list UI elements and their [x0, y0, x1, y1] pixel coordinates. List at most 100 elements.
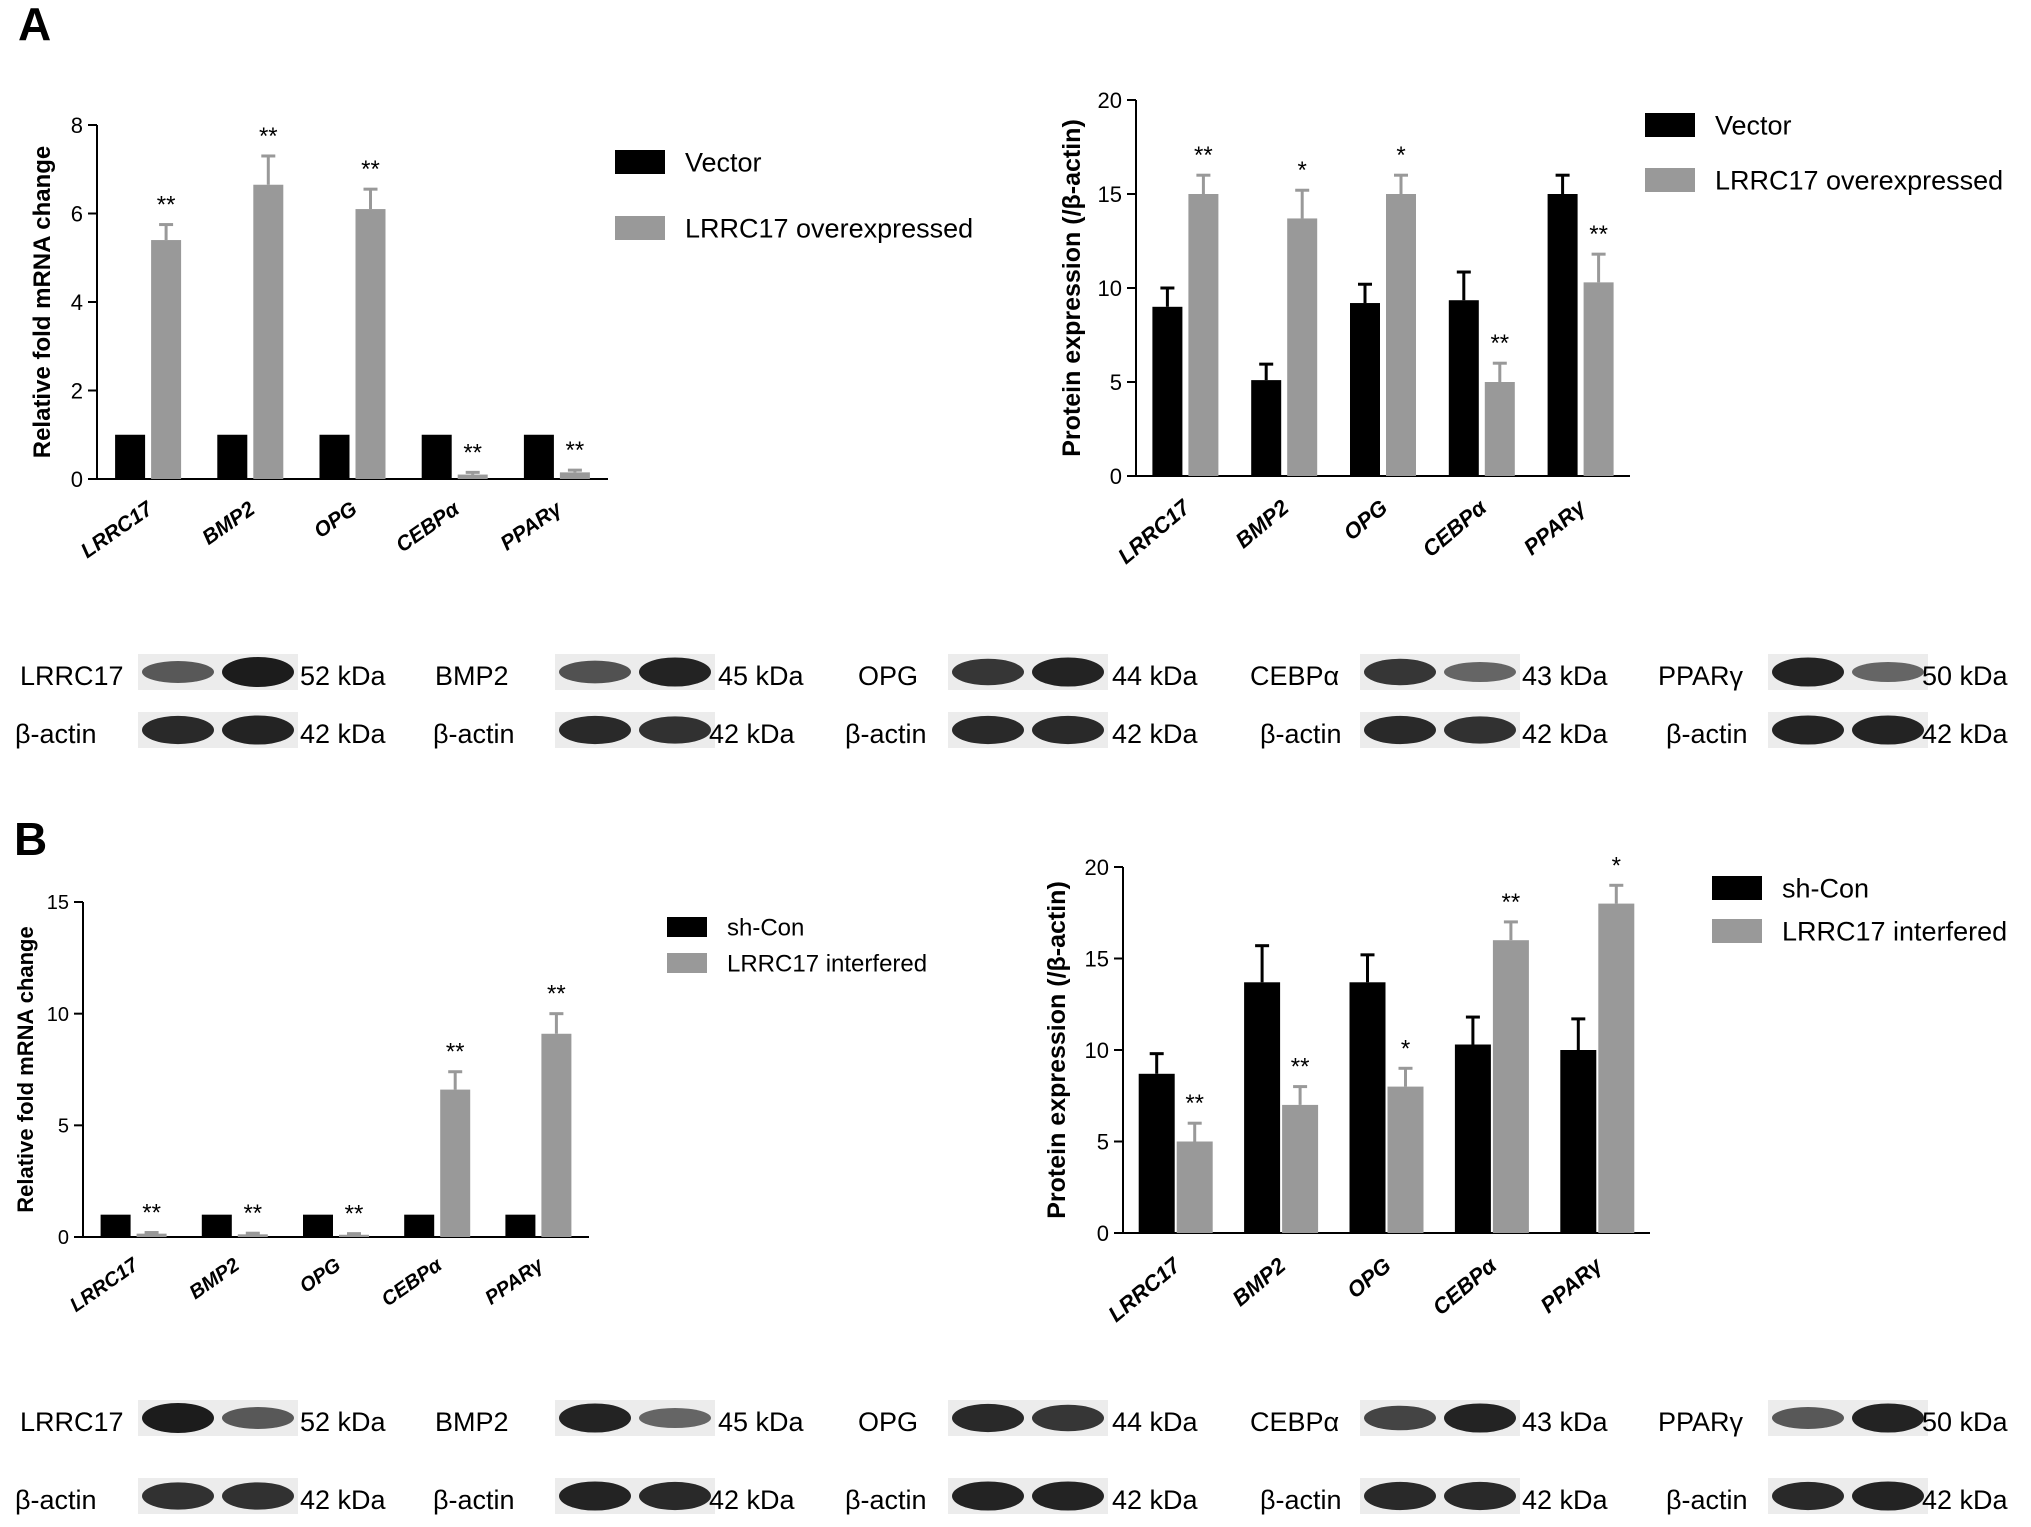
blot-band: [559, 715, 631, 745]
blot-kda-label: 52 kDa: [300, 661, 387, 691]
legend-label: LRRC17 overexpressed: [1715, 166, 2003, 196]
blot-kda-label: 52 kDa: [300, 1407, 387, 1437]
blot-band: [559, 1403, 631, 1433]
blot-band: [1364, 1481, 1436, 1511]
bar-treated: [559, 472, 590, 479]
blot-band: [1444, 716, 1516, 744]
blot-protein-label: BMP2: [435, 1407, 509, 1437]
blot-band: [1852, 661, 1924, 683]
western-blot: CEBPα 43 kDa β-actin 42 kDa: [1250, 654, 1609, 749]
bar-treated: [1598, 903, 1635, 1233]
bar-treated: [151, 240, 182, 479]
blot-band: [559, 660, 631, 684]
blot-band: [1032, 657, 1104, 687]
blot-kda-label: 42 kDa: [1922, 1485, 2009, 1515]
significance-mark: **: [1185, 1090, 1204, 1117]
western-blot: OPG 44 kDa β-actin 42 kDa: [845, 1400, 1199, 1515]
blot-band: [1444, 1403, 1516, 1433]
y-axis-label: Protein expression (/β-actin): [1058, 119, 1086, 457]
blot-band: [222, 657, 294, 687]
blot-control-label: β-actin: [1260, 1485, 1342, 1515]
y-tick-label: 10: [1098, 276, 1122, 301]
bar-treated: [1387, 1086, 1424, 1233]
bar-treated: [1287, 218, 1318, 476]
blot-band: [1364, 1405, 1436, 1431]
bar-control: [1349, 982, 1386, 1233]
blot-control-label: β-actin: [433, 1485, 515, 1515]
bar-control: [1350, 303, 1380, 476]
blot-control-label: β-actin: [1260, 719, 1342, 749]
blot-control-label: β-actin: [845, 719, 927, 749]
significance-mark: **: [446, 1039, 465, 1066]
blot-band: [1032, 715, 1104, 745]
y-tick-label: 10: [1085, 1038, 1109, 1063]
significance-mark: *: [1396, 142, 1405, 169]
y-tick-label: 8: [71, 113, 83, 138]
significance-mark: **: [1194, 142, 1213, 169]
y-tick-label: 5: [1097, 1129, 1109, 1154]
bar-control: [1454, 1044, 1491, 1233]
blot-protein-label: CEBPα: [1250, 1407, 1339, 1437]
bar-treated: [253, 184, 284, 480]
blot-band: [1444, 1481, 1516, 1511]
y-tick-label: 6: [71, 201, 83, 226]
significance-mark: **: [1589, 221, 1608, 248]
western-blot: PPARγ 50 kDa β-actin 42 kDa: [1658, 1400, 2009, 1515]
legend-swatch: [615, 150, 665, 174]
legend-label: sh-Con: [727, 915, 804, 942]
y-axis-label: Relative fold mRNA change: [13, 926, 38, 1212]
blot-band: [952, 1481, 1024, 1511]
legend-label: Vector: [685, 148, 762, 178]
blot-protein-label: CEBPα: [1250, 661, 1339, 691]
bar-treated: [1492, 940, 1529, 1233]
bar-treated: [237, 1234, 268, 1237]
bar-control: [421, 434, 452, 479]
x-tick-label: LRRC17: [66, 1254, 143, 1317]
bar-control: [319, 434, 350, 479]
blot-band: [222, 715, 294, 745]
y-tick-label: 4: [71, 290, 83, 315]
significance-mark: **: [259, 123, 278, 150]
legend-swatch: [1645, 168, 1695, 192]
western-blot: LRRC17 52 kDa β-actin 42 kDa: [15, 654, 387, 749]
significance-mark: **: [345, 1201, 364, 1228]
x-tick-label: CEBPα: [1418, 494, 1492, 562]
blot-band: [639, 1481, 711, 1511]
legend-label: LRRC17 interfered: [1782, 917, 2007, 947]
blot-protein-label: PPARγ: [1658, 661, 1744, 691]
significance-mark: **: [1502, 889, 1521, 916]
x-tick-label: OPG: [1342, 1253, 1396, 1304]
bar-treated: [1282, 1104, 1319, 1233]
blot-kda-label: 43 kDa: [1522, 1407, 1609, 1437]
western-blot: CEBPα 43 kDa β-actin 42 kDa: [1250, 1400, 1609, 1515]
x-tick-label: OPG: [1339, 495, 1393, 546]
blot-protein-label: OPG: [858, 661, 918, 691]
blot-band: [639, 1407, 711, 1429]
bar-control: [1547, 194, 1578, 476]
blot-kda-label: 42 kDa: [1922, 719, 2009, 749]
y-tick-label: 20: [1085, 855, 1109, 880]
y-tick-label: 15: [1098, 182, 1122, 207]
significance-mark: **: [547, 981, 566, 1008]
significance-mark: *: [1298, 157, 1307, 184]
bar-treated: [1386, 194, 1416, 476]
x-tick-label: CEBPα: [392, 497, 464, 557]
bar-treated: [1188, 194, 1219, 476]
x-tick-label: LRRC17: [1113, 494, 1196, 569]
blot-protein-label: BMP2: [435, 661, 509, 691]
legend-label: sh-Con: [1782, 874, 1869, 904]
bar-treated: [440, 1089, 471, 1237]
y-tick-label: 15: [47, 892, 69, 914]
blot-control-label: β-actin: [1666, 1485, 1748, 1515]
panel-letter: B: [14, 813, 47, 865]
blot-kda-label: 42 kDa: [709, 1485, 796, 1515]
x-tick-label: PPARγ: [481, 1253, 549, 1309]
bar-control: [1152, 306, 1183, 476]
blot-band: [1852, 1403, 1924, 1433]
blot-band: [559, 1481, 631, 1511]
western-blot: BMP2 45 kDa β-actin 42 kDa: [433, 1400, 805, 1515]
significance-mark: **: [1490, 330, 1509, 357]
x-tick-label: PPARγ: [496, 496, 566, 555]
